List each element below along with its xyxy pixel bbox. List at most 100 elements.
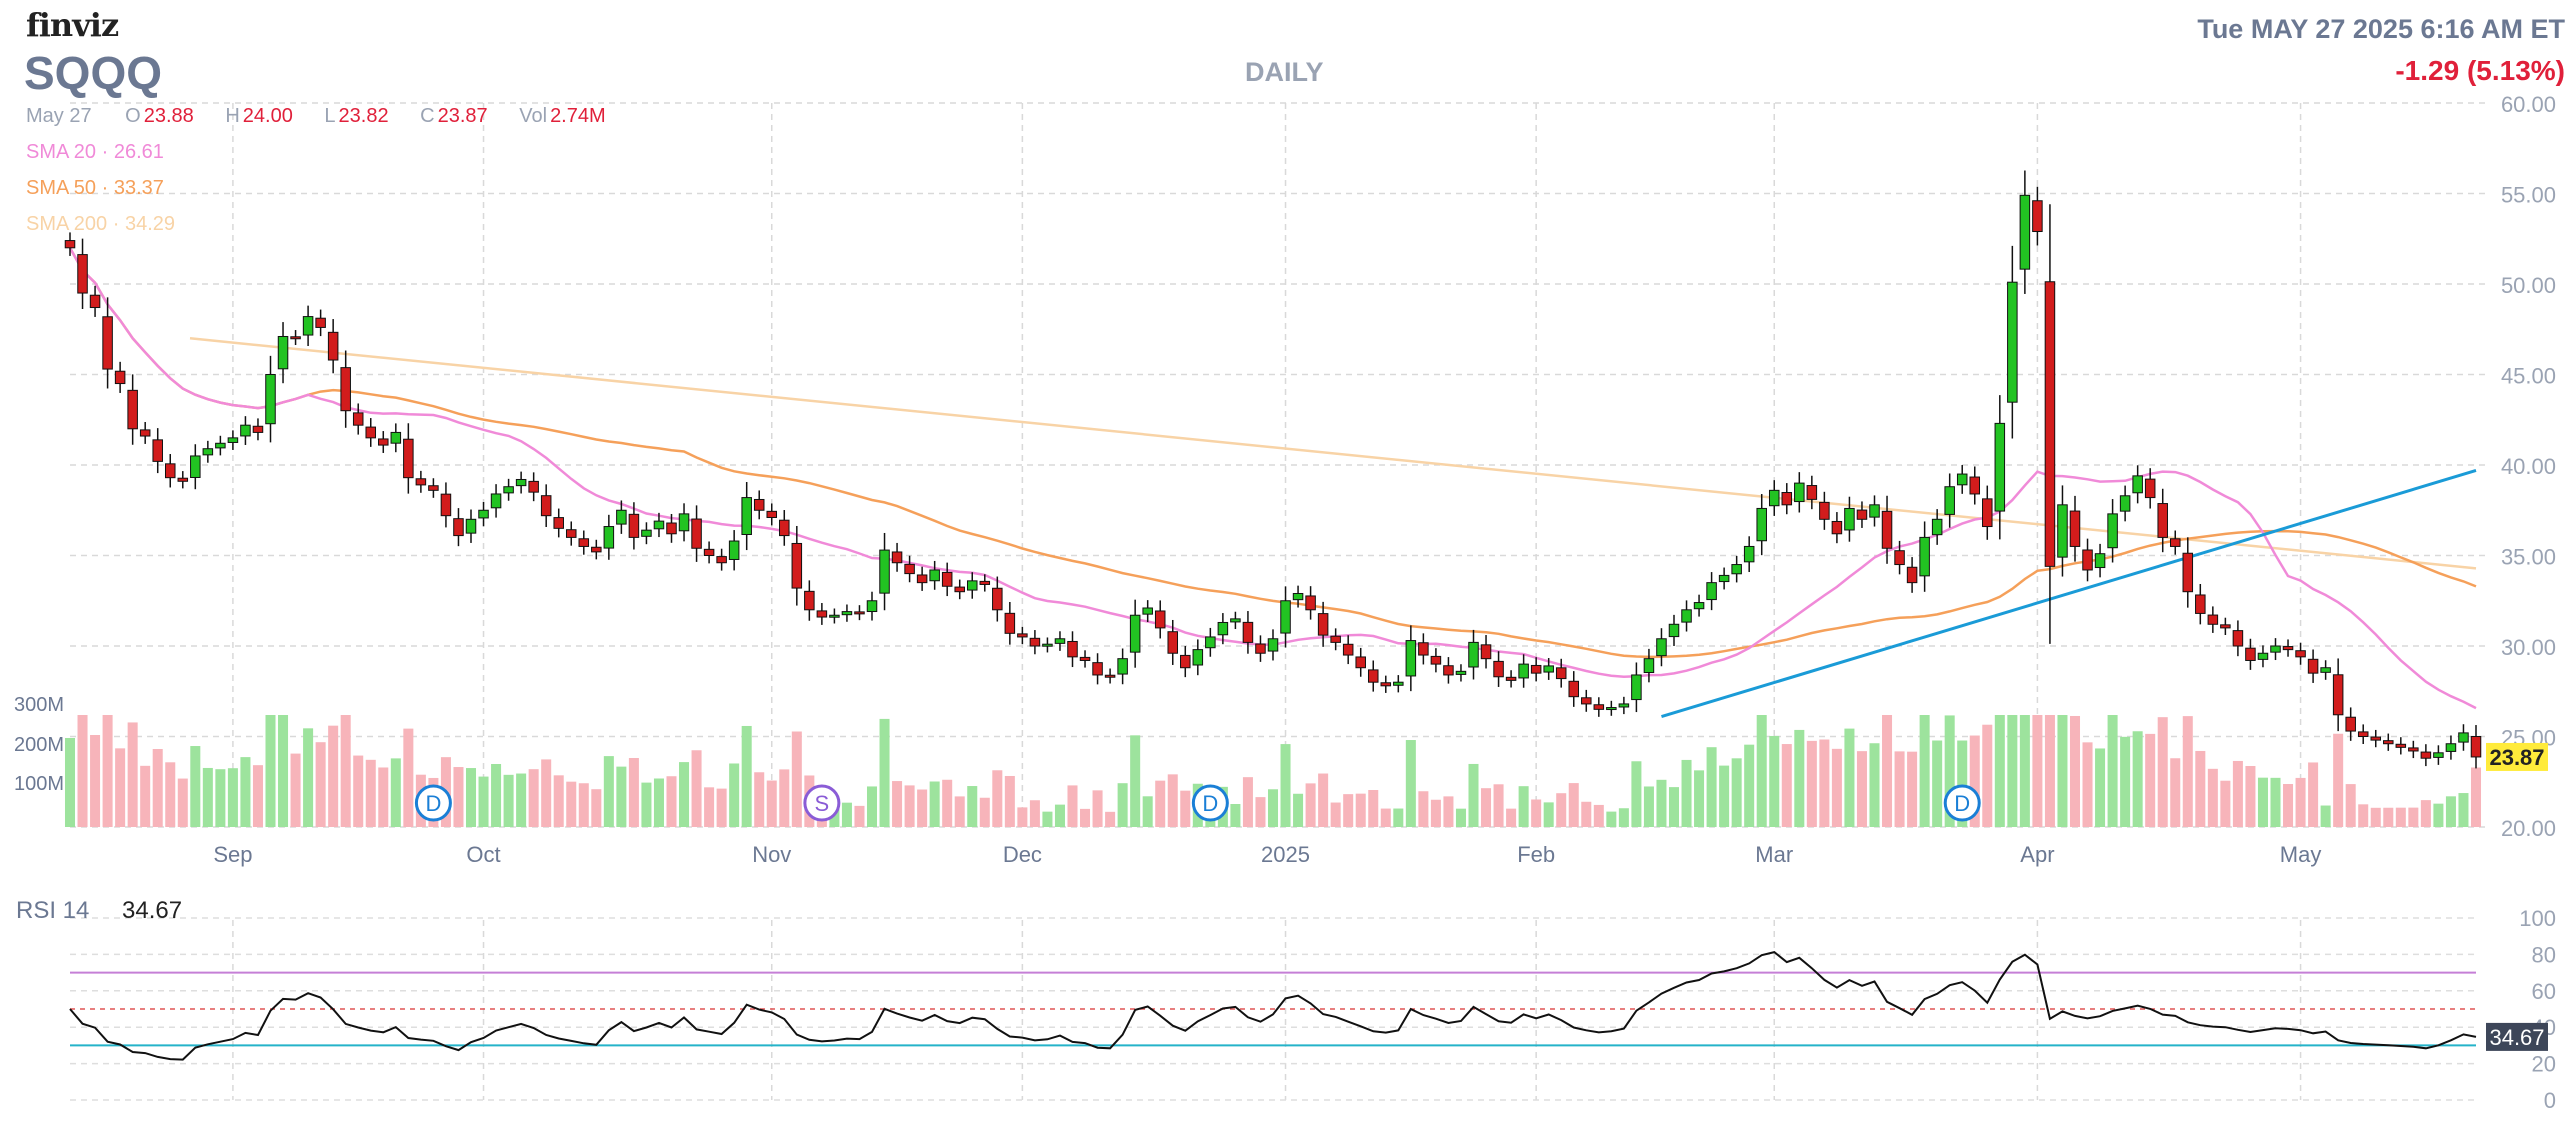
candle-body (1317, 613, 1329, 636)
candle-body (1142, 607, 1153, 615)
volume-bar (591, 789, 602, 827)
volume-bar (541, 759, 552, 827)
candle-body (1919, 536, 1930, 577)
candle-body (315, 317, 326, 328)
volume-bar (1042, 811, 1053, 827)
volume-bar (2270, 777, 2281, 827)
volume-bar (1894, 751, 1905, 827)
rsi-line (69, 951, 2477, 1061)
volume-bar (1343, 794, 1354, 827)
volume-bar (766, 780, 777, 827)
candle-body (1555, 667, 1567, 680)
volume-bar (1493, 784, 1504, 827)
candle-body (591, 546, 602, 553)
candle-body (1982, 498, 1993, 528)
candle-body (1568, 680, 1580, 698)
candle-body (240, 424, 251, 437)
volume-bar (1531, 799, 1542, 827)
volume-bar (1643, 786, 1654, 827)
volume-bar (2383, 807, 2394, 827)
volume-bar (1004, 775, 1015, 827)
candle-body (490, 493, 502, 509)
volume-bar (1593, 804, 1604, 827)
high-key: H (225, 105, 240, 127)
candle-body (2207, 614, 2219, 625)
candle-body (1530, 664, 1542, 674)
volume-bar (1455, 808, 1466, 827)
volume-bar (1606, 811, 1617, 827)
timeframe-label[interactable]: DAILY (1245, 57, 1324, 87)
volume-bar (1368, 790, 1379, 827)
candle-body (340, 367, 351, 412)
candle-body (503, 486, 514, 494)
candle-body (1931, 518, 1943, 536)
open-value: 23.88 (143, 105, 194, 127)
candle-body (1593, 704, 1605, 710)
volume-bar (992, 770, 1003, 827)
volume-bar (929, 781, 940, 827)
date-axis-label: Sep (213, 842, 252, 867)
volume-bar (190, 746, 201, 827)
candle-body (64, 240, 76, 249)
candle-body (804, 590, 815, 611)
volume-bar (240, 757, 251, 827)
candle-body (979, 580, 991, 585)
sma20-legend[interactable]: SMA 20 · 26.61 (26, 141, 164, 163)
datetime-label: Tue MAY 27 2025 6:16 AM ET (2197, 14, 2565, 44)
rsi-label[interactable]: RSI 14 (16, 897, 90, 924)
date-axis-label: Oct (466, 842, 500, 867)
volume-bar (603, 756, 614, 827)
volume-tick-label: 200M (14, 734, 64, 756)
candle-body (77, 254, 88, 294)
low-value: 23.82 (338, 105, 389, 127)
volume-bar (2245, 766, 2256, 827)
candle-body (2445, 743, 2457, 752)
event-marker (1191, 784, 1229, 822)
volume-bar (2358, 804, 2369, 827)
volume-bar (1694, 770, 1705, 827)
candle-body (227, 437, 239, 443)
event-marker-label: D (1202, 791, 1218, 816)
volume-bar (679, 762, 690, 827)
volume-bar (917, 789, 928, 827)
candle-body (565, 529, 577, 538)
candle-body (265, 374, 276, 425)
candle-body (1543, 665, 1554, 673)
candle-body (1067, 640, 1078, 658)
volume-bar (1994, 715, 2005, 827)
candle-body (2433, 752, 2444, 758)
volume-bar (2295, 777, 2306, 827)
event-marker (414, 784, 452, 822)
candle-body (1844, 507, 1855, 531)
volume-bar (1242, 777, 1253, 827)
candle-body (1330, 635, 1341, 643)
volume-bar (365, 759, 376, 827)
volume-bar (202, 767, 213, 827)
volume-bar (1756, 715, 1767, 827)
volume-bar (2132, 731, 2143, 827)
candle-body (779, 519, 790, 537)
volume-bar (1318, 773, 1329, 827)
sma50-legend[interactable]: SMA 50 · 33.37 (26, 177, 164, 199)
volume-bar (140, 765, 151, 827)
volume-bar (1932, 740, 1943, 827)
volume-bar (1581, 801, 1592, 827)
candle-body (1656, 638, 1667, 657)
sma200-legend[interactable]: SMA 200 · 34.29 (26, 213, 176, 235)
candle-body (916, 574, 928, 584)
sma50-value: 33.37 (113, 177, 164, 199)
volume-bar (165, 762, 176, 827)
price-tick-label: 20.00 (2501, 816, 2556, 841)
candle-body (540, 495, 552, 517)
candle-body (1104, 674, 1116, 678)
volume-bar (252, 765, 263, 827)
price-tick-label: 30.00 (2501, 635, 2556, 660)
volume-bar (1029, 800, 1040, 827)
candle-body (741, 497, 752, 536)
finviz-logo[interactable]: finviz (26, 6, 119, 44)
candle-body (478, 509, 489, 519)
volume-bar (77, 715, 88, 827)
candle-body (753, 498, 765, 511)
volume-bar (340, 715, 351, 827)
date-axis-label: 2025 (1261, 842, 1310, 867)
